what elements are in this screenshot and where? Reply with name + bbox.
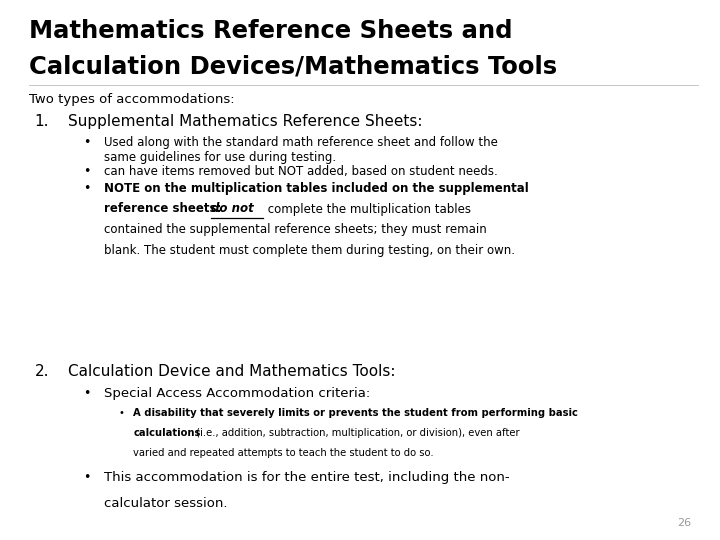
Text: •: • [83,471,90,484]
Text: Used along with the standard math reference sheet and follow the
same guidelines: Used along with the standard math refere… [104,136,498,164]
Text: •: • [83,182,90,195]
Text: contained the supplemental reference sheets; they must remain: contained the supplemental reference she… [104,223,487,236]
Text: 2.: 2. [35,364,49,380]
Text: calculator session.: calculator session. [104,497,228,510]
Text: can have items removed but NOT added, based on student needs.: can have items removed but NOT added, ba… [104,165,498,178]
Text: Supplemental Mathematics Reference Sheets:: Supplemental Mathematics Reference Sheet… [68,114,423,130]
Text: Special Access Accommodation criteria:: Special Access Accommodation criteria: [104,387,371,400]
Text: 26: 26 [677,518,691,528]
Text: Two types of accommodations:: Two types of accommodations: [29,93,235,106]
Text: Mathematics Reference Sheets and: Mathematics Reference Sheets and [29,19,513,43]
Text: do not: do not [211,202,253,215]
Text: reference sheets:: reference sheets: [104,202,226,215]
Text: (i.e., addition, subtraction, multiplication, or division), even after: (i.e., addition, subtraction, multiplica… [193,428,520,438]
Text: A disability that severely limits or prevents the student from performing basic: A disability that severely limits or pre… [133,408,578,418]
Text: This accommodation is for the entire test, including the non-: This accommodation is for the entire tes… [104,471,510,484]
Text: •: • [83,387,90,400]
Text: calculations: calculations [133,428,201,438]
Text: 1.: 1. [35,114,49,130]
Text: •: • [83,136,90,149]
Text: Calculation Device and Mathematics Tools:: Calculation Device and Mathematics Tools… [68,364,396,380]
Text: Calculation Devices/Mathematics Tools: Calculation Devices/Mathematics Tools [29,54,557,78]
Text: complete the multiplication tables: complete the multiplication tables [264,202,472,215]
Text: •: • [83,165,90,178]
Text: varied and repeated attempts to teach the student to do so.: varied and repeated attempts to teach th… [133,448,434,458]
Text: NOTE on the multiplication tables included on the supplemental: NOTE on the multiplication tables includ… [104,182,529,195]
Text: •: • [119,408,125,418]
Text: blank. The student must complete them during testing, on their own.: blank. The student must complete them du… [104,244,516,256]
